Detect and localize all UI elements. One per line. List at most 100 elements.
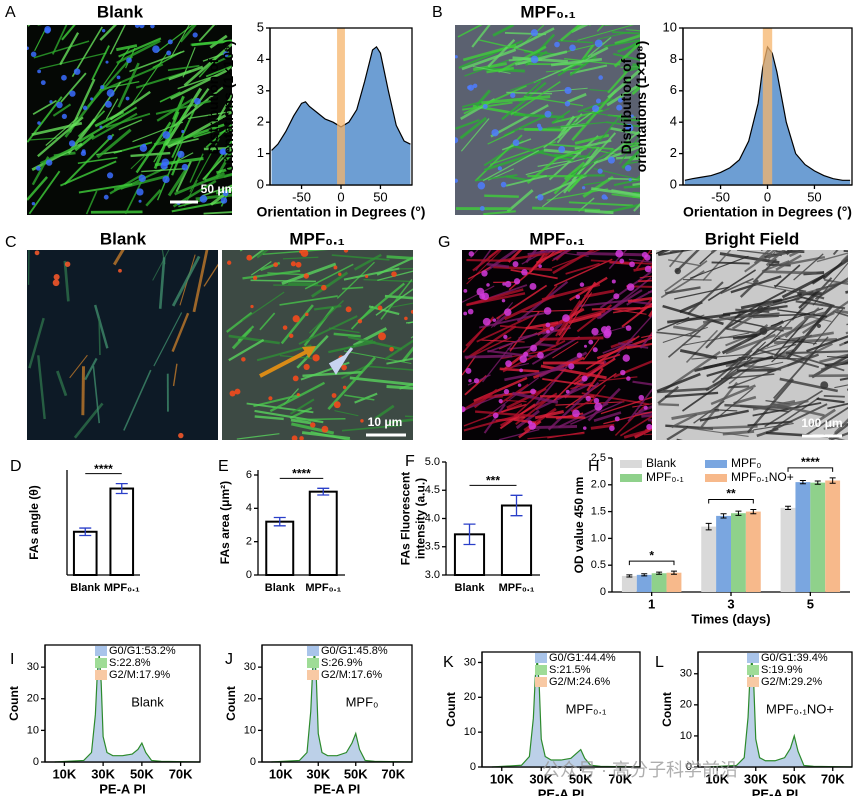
nucleus	[139, 200, 142, 203]
nucleus	[293, 375, 299, 381]
legend-label: S:26.9%	[321, 657, 363, 669]
nucleus	[41, 80, 46, 85]
nucleus	[53, 279, 60, 286]
nucleus	[582, 376, 588, 382]
bar	[637, 575, 652, 592]
legend-swatch	[535, 665, 547, 675]
nucleus	[465, 368, 471, 374]
nucleus	[65, 261, 70, 266]
panel-title: Blank	[97, 2, 144, 21]
bar	[310, 492, 337, 575]
nucleus	[545, 111, 552, 118]
nucleus	[161, 162, 168, 169]
nucleus	[227, 261, 231, 265]
nucleus	[629, 178, 632, 181]
y-tick-label: 30	[27, 661, 39, 673]
nucleus	[391, 271, 397, 277]
nucleus	[301, 249, 309, 257]
y-tick-label: 2	[246, 536, 252, 548]
panel-letter: E	[218, 458, 229, 475]
nucleus	[99, 125, 102, 128]
nucleus	[136, 188, 143, 195]
nucleus	[343, 386, 347, 390]
nucleus	[104, 195, 109, 200]
nucleus	[117, 76, 121, 80]
nucleus	[194, 98, 201, 105]
y-tick-label: 30	[464, 656, 476, 668]
nucleus	[181, 130, 184, 133]
nucleus	[576, 295, 581, 300]
nucleus	[105, 101, 112, 108]
nucleus	[102, 29, 105, 32]
fiber	[297, 419, 346, 420]
nucleus	[521, 269, 527, 275]
y-tick-label: 30	[680, 668, 692, 680]
nucleus	[250, 305, 253, 308]
nucleus	[675, 268, 681, 274]
legend-swatch	[535, 653, 547, 663]
y-tick-label: 10	[680, 730, 692, 742]
x-tick-label: 30K	[306, 766, 330, 781]
nucleus	[333, 266, 337, 270]
nucleus	[612, 279, 616, 283]
nucleus	[582, 186, 585, 189]
x-tick-label: -50	[711, 189, 730, 204]
panel-letter: B	[432, 4, 443, 21]
nucleus	[312, 354, 319, 361]
nucleus	[645, 266, 652, 273]
nucleus	[615, 416, 620, 421]
nucleus	[297, 393, 300, 396]
nucleus	[463, 312, 467, 316]
nucleus	[531, 29, 538, 36]
y-tick-label: 10	[464, 726, 476, 738]
nucleus	[31, 52, 37, 58]
nucleus	[321, 285, 327, 291]
nucleus	[523, 352, 528, 357]
nucleus	[514, 278, 520, 284]
nucleus	[467, 86, 471, 90]
nucleus	[537, 194, 543, 200]
nucleus	[168, 39, 173, 44]
nucleus	[305, 313, 308, 316]
panel-letter: D	[10, 458, 22, 475]
nucleus	[627, 283, 635, 291]
nucleus	[107, 172, 113, 178]
y-tick-label: 2	[670, 145, 677, 160]
panel-title: MPF₀.₁	[520, 2, 575, 21]
nucleus	[572, 409, 580, 417]
y-tick-label: 5	[257, 19, 264, 34]
nucleus	[519, 368, 523, 372]
panel-letter: I	[10, 651, 14, 668]
nucleus	[463, 289, 467, 293]
nucleus	[493, 318, 497, 322]
bar	[746, 512, 761, 592]
nucleus	[537, 352, 544, 359]
nucleus	[142, 144, 146, 148]
nucleus	[609, 426, 615, 432]
nucleus	[200, 195, 208, 203]
nucleus	[531, 56, 539, 64]
nucleus	[82, 149, 86, 153]
nucleus	[513, 261, 519, 267]
y-axis-label: Distribution of	[205, 58, 221, 154]
significance: ****	[801, 455, 820, 469]
nucleus	[604, 329, 612, 337]
nucleus	[820, 381, 828, 389]
nucleus	[513, 139, 520, 146]
nucleus	[594, 398, 600, 404]
y-tick-label: 2	[257, 114, 264, 129]
nucleus	[241, 357, 246, 362]
nucleus	[358, 319, 362, 323]
nucleus	[530, 389, 536, 395]
x-tick-label: 0	[337, 189, 344, 204]
legend-label: G0/G1:53.2%	[109, 645, 176, 657]
nucleus	[83, 106, 88, 111]
x-tick-label: MPF₀.₁	[499, 582, 535, 594]
watermark: 公众号 · 高分子科学前沿	[542, 760, 738, 780]
nucleus	[544, 307, 552, 315]
nucleus	[105, 61, 108, 64]
nucleus	[473, 84, 477, 88]
x-tick-label: 70K	[821, 771, 845, 786]
panel-letter: F	[405, 453, 415, 470]
nucleus	[550, 326, 554, 330]
